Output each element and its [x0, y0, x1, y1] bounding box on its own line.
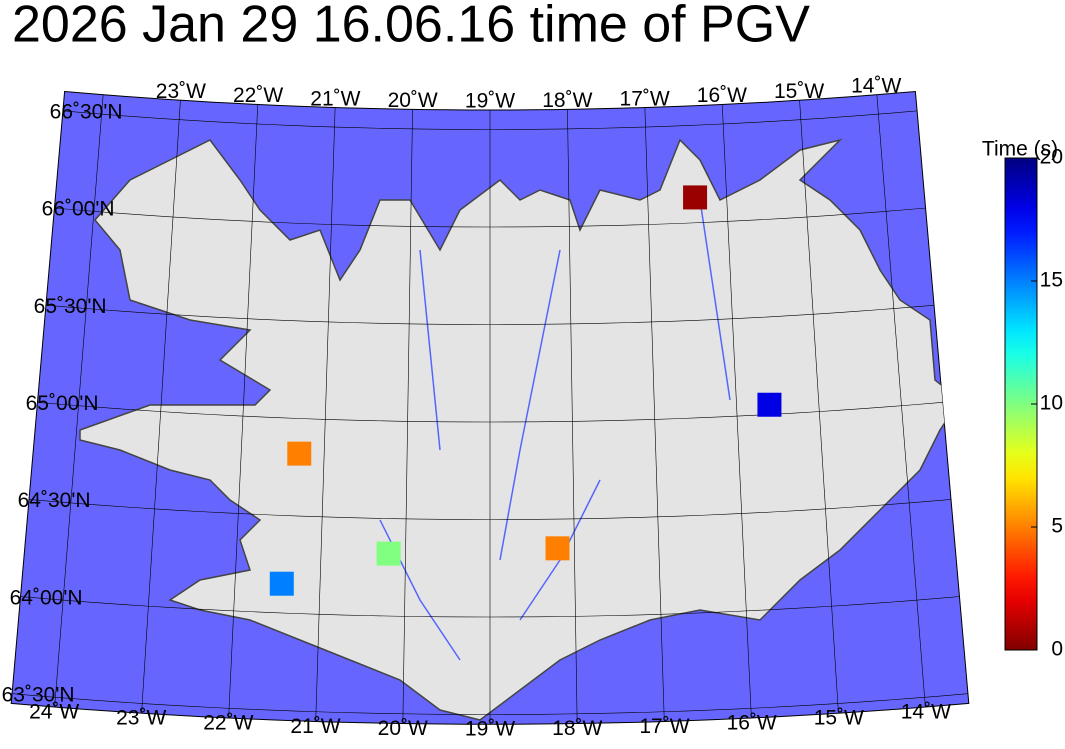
parallel: [11, 691, 969, 715]
colorbar-tick-label: 10: [1040, 392, 1063, 415]
lon-label: 20˚W: [378, 717, 428, 740]
river: [419, 249, 441, 451]
map-title: 2026 Jan 29 16.06.16 time of PGV: [12, 0, 810, 54]
lon-label: 21˚W: [290, 715, 340, 738]
lat-label: 66˚30'N: [50, 100, 123, 123]
lon-label: 18˚W: [542, 89, 592, 112]
meridian: [566, 91, 578, 725]
meridian: [798, 91, 840, 725]
meridian: [227, 91, 259, 725]
colorbar-tick-label: 20: [1040, 146, 1063, 169]
station-marker: [287, 441, 312, 466]
parallel: [38, 206, 942, 228]
lon-label: 22˚W: [233, 84, 283, 107]
lon-label: 16˚W: [727, 711, 777, 734]
lat-label: 65˚30'N: [34, 295, 107, 318]
parallel: [29, 303, 951, 325]
lon-label: 19˚W: [465, 718, 515, 741]
station-marker: [757, 392, 782, 417]
iceland: [79, 138, 962, 721]
lon-label: 24˚W: [29, 700, 79, 723]
colorbar-tick-label: 15: [1040, 269, 1063, 292]
meridian: [402, 91, 414, 725]
lon-label: 19˚W: [465, 90, 515, 113]
meridian: [721, 91, 753, 725]
lon-label: 23˚W: [116, 707, 166, 730]
colorbar-tick-label: 0: [1051, 638, 1063, 661]
lon-label: 15˚W: [774, 80, 824, 103]
lon-label: 14˚W: [901, 700, 951, 723]
colorbar-label: Time (s): [982, 138, 1058, 161]
station-marker: [269, 571, 294, 596]
lon-label: 17˚W: [620, 87, 670, 110]
meridian: [314, 91, 337, 725]
lat-label: 65˚00'N: [26, 392, 99, 415]
meridian: [643, 91, 666, 725]
lon-label: 21˚W: [310, 87, 360, 110]
meridian: [140, 91, 182, 725]
meridian: [52, 91, 105, 725]
meridian: [875, 91, 928, 725]
lon-label: 17˚W: [639, 715, 689, 738]
river: [499, 249, 561, 561]
lat-label: 63˚30'N: [2, 683, 75, 706]
station-marker: [376, 541, 401, 566]
lon-label: 16˚W: [697, 84, 747, 107]
lon-label: 23˚W: [156, 80, 206, 103]
lon-label: 20˚W: [388, 89, 438, 112]
lon-label: 22˚W: [203, 711, 253, 734]
map-area: [11, 91, 969, 725]
parallel: [12, 497, 968, 520]
river: [699, 199, 731, 401]
lon-label: 14˚W: [851, 74, 901, 97]
station-marker: [545, 536, 570, 561]
lat-label: 64˚00'N: [10, 586, 83, 609]
parallel: [11, 594, 969, 618]
lon-label: 18˚W: [552, 717, 602, 740]
lat-label: 66˚00'N: [42, 198, 115, 221]
parallel: [21, 400, 959, 423]
lat-label: 64˚30'N: [18, 489, 91, 512]
lon-label: 15˚W: [814, 707, 864, 730]
colorbar-tick-label: 5: [1051, 515, 1063, 538]
parallel: [47, 109, 933, 130]
station-marker: [683, 185, 708, 210]
